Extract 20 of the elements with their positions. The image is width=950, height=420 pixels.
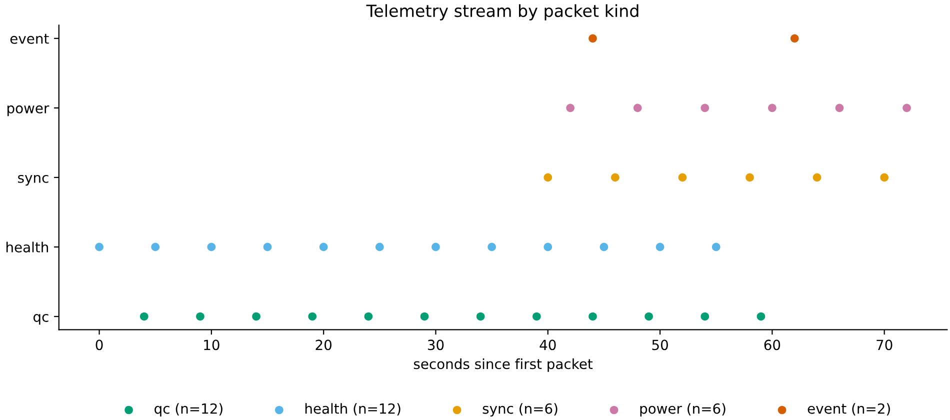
x-tick-label: 30 <box>428 340 444 350</box>
legend-label: qc (n=12) <box>154 403 222 417</box>
x-tick-label: 50 <box>652 340 668 350</box>
y-tick-label: sync <box>18 174 48 186</box>
y-tick-label: qc <box>33 314 48 325</box>
legend-label: event (n=2) <box>808 403 890 416</box>
chart-title: Telemetry stream by packet kind <box>366 4 638 20</box>
x-tick-label: 40 <box>540 340 556 350</box>
x-tick-label: 70 <box>876 340 892 350</box>
legend-label: health (n=12) <box>305 403 400 416</box>
x-axis-title: seconds since first packet <box>414 358 593 372</box>
x-tick-label: 0 <box>96 340 103 350</box>
x-tick-label: 60 <box>764 340 780 350</box>
x-tick-label: 20 <box>316 340 332 350</box>
y-tick-label: power <box>8 105 50 116</box>
legend-label: sync (n=6) <box>482 403 558 417</box>
legend-label: power (n=6) <box>640 403 726 417</box>
x-tick-label: 10 <box>204 340 220 350</box>
y-tick-label: health <box>6 242 48 252</box>
y-tick-label: event <box>10 34 49 44</box>
